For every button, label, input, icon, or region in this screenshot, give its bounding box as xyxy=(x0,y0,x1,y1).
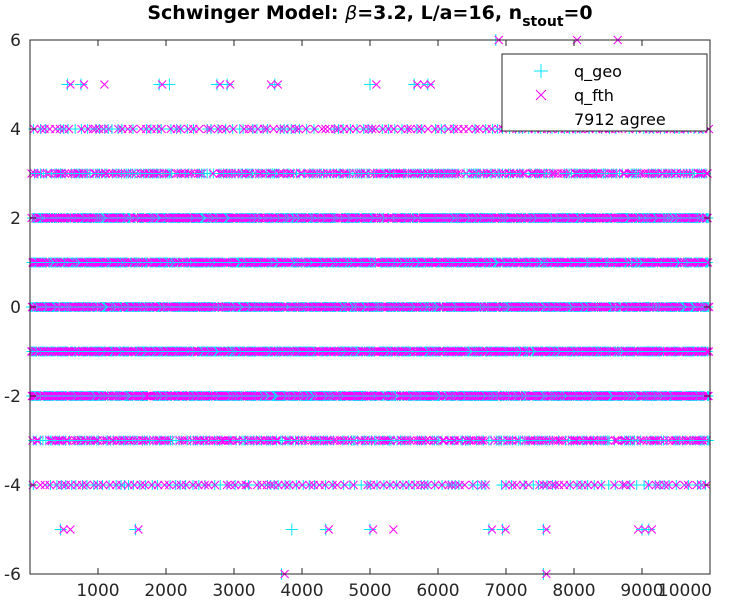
chart-title: Schwinger Model: β=3.2, L/a=16, nstout=0 xyxy=(147,2,592,30)
q-geo-point xyxy=(40,124,51,134)
title-prefix: Schwinger Model: xyxy=(147,2,345,24)
title-middle: =3.2, L/a=16, n xyxy=(357,2,522,24)
title-beta-symbol: β xyxy=(344,2,357,24)
title-subscript: stout xyxy=(522,14,564,30)
title-suffix: =0 xyxy=(564,2,593,24)
plot-area xyxy=(26,34,714,580)
